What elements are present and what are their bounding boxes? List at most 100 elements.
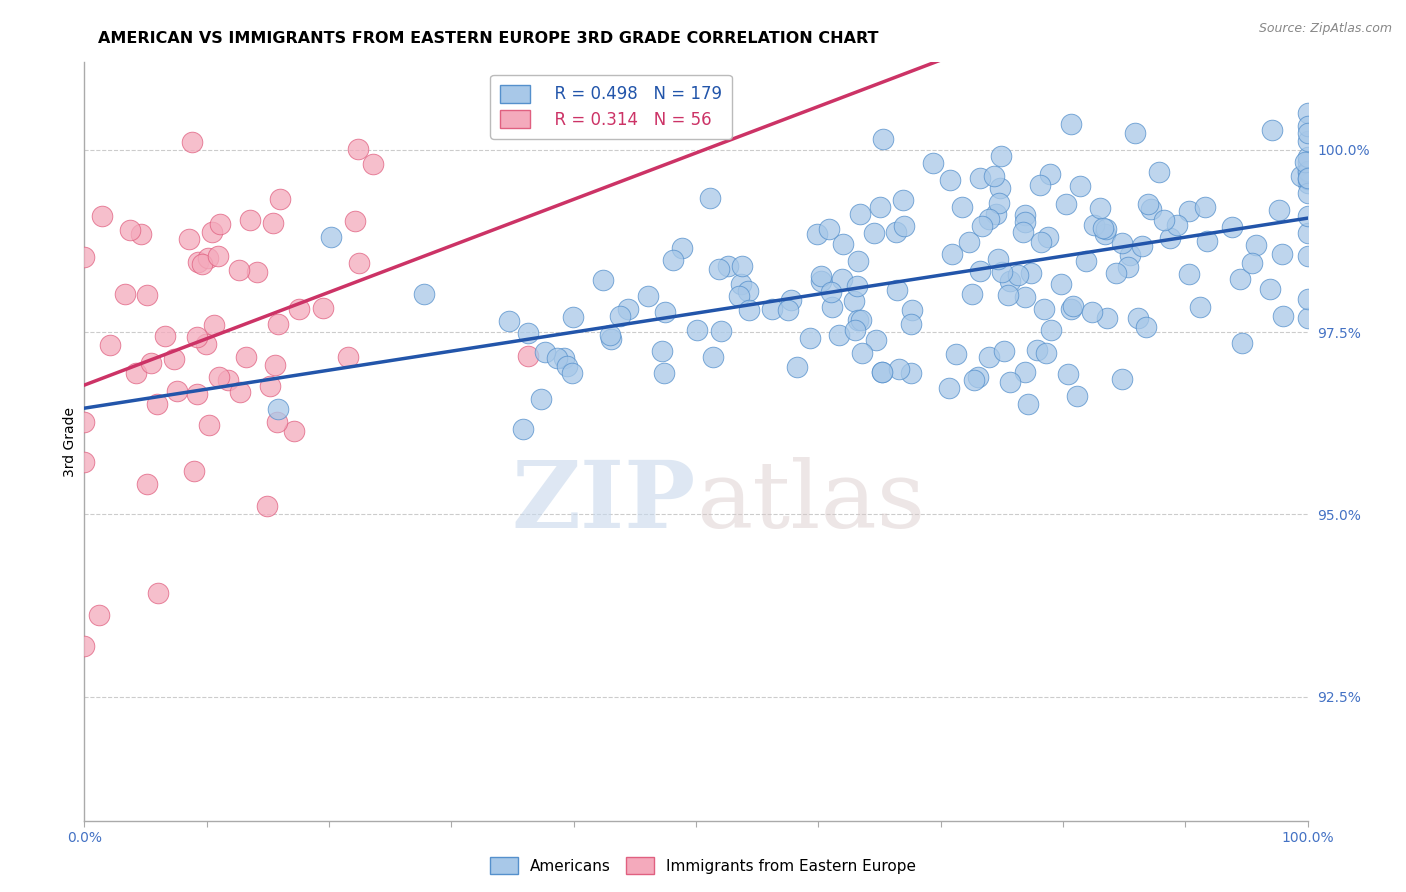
Point bbox=[661, 253, 683, 268]
Point bbox=[262, 216, 284, 230]
Point bbox=[1296, 119, 1319, 133]
Point bbox=[967, 370, 990, 384]
Legend: Americans, Immigrants from Eastern Europe: Americans, Immigrants from Eastern Europ… bbox=[484, 851, 922, 880]
Point bbox=[617, 301, 640, 316]
Point bbox=[731, 259, 754, 273]
Point bbox=[592, 273, 614, 287]
Point bbox=[1130, 238, 1153, 252]
Point bbox=[239, 213, 262, 227]
Point bbox=[129, 227, 152, 241]
Point bbox=[984, 207, 1007, 221]
Point bbox=[534, 344, 557, 359]
Point bbox=[546, 351, 568, 365]
Point bbox=[153, 328, 176, 343]
Point bbox=[776, 303, 799, 318]
Point bbox=[950, 200, 973, 214]
Point bbox=[114, 286, 136, 301]
Point bbox=[851, 346, 873, 360]
Point bbox=[516, 326, 538, 340]
Point bbox=[1188, 300, 1211, 314]
Point bbox=[312, 301, 335, 315]
Point bbox=[195, 336, 218, 351]
Point bbox=[1039, 167, 1062, 181]
Point bbox=[187, 255, 209, 269]
Point bbox=[1119, 247, 1142, 261]
Point bbox=[870, 365, 893, 379]
Point bbox=[1011, 225, 1033, 239]
Point bbox=[530, 392, 553, 406]
Point bbox=[845, 279, 868, 293]
Point bbox=[969, 171, 991, 186]
Point bbox=[73, 639, 96, 653]
Point bbox=[1062, 299, 1084, 313]
Point bbox=[264, 358, 287, 372]
Point bbox=[346, 142, 368, 156]
Point bbox=[1019, 266, 1042, 280]
Point bbox=[283, 424, 305, 438]
Point bbox=[1296, 155, 1319, 169]
Point bbox=[1060, 117, 1083, 131]
Point bbox=[321, 230, 343, 244]
Point bbox=[1296, 311, 1319, 326]
Point bbox=[820, 285, 842, 299]
Point bbox=[517, 349, 540, 363]
Point bbox=[1296, 165, 1319, 179]
Point bbox=[702, 350, 724, 364]
Point bbox=[1017, 397, 1039, 411]
Point bbox=[831, 236, 853, 251]
Point bbox=[1294, 154, 1316, 169]
Point bbox=[799, 331, 821, 345]
Point bbox=[1296, 134, 1319, 148]
Point bbox=[1153, 212, 1175, 227]
Point bbox=[821, 300, 844, 314]
Point bbox=[1197, 234, 1219, 248]
Point bbox=[884, 225, 907, 239]
Point bbox=[686, 323, 709, 337]
Point bbox=[207, 249, 229, 263]
Point bbox=[831, 272, 853, 286]
Point bbox=[699, 191, 721, 205]
Point bbox=[1272, 309, 1295, 323]
Point bbox=[671, 242, 693, 256]
Point bbox=[1066, 389, 1088, 403]
Point bbox=[652, 367, 675, 381]
Point bbox=[1126, 311, 1149, 326]
Point bbox=[1296, 171, 1319, 186]
Point bbox=[1147, 165, 1170, 179]
Point bbox=[1135, 319, 1157, 334]
Point bbox=[960, 287, 983, 301]
Point bbox=[208, 217, 231, 231]
Point bbox=[91, 209, 114, 223]
Point bbox=[560, 367, 582, 381]
Point bbox=[1081, 305, 1104, 319]
Point bbox=[148, 586, 170, 600]
Point bbox=[1296, 106, 1319, 120]
Point bbox=[256, 499, 278, 513]
Point bbox=[1258, 283, 1281, 297]
Point bbox=[235, 351, 257, 365]
Point bbox=[869, 200, 891, 214]
Point bbox=[1296, 163, 1319, 178]
Point bbox=[900, 302, 922, 317]
Point bbox=[1000, 375, 1022, 389]
Point bbox=[997, 287, 1019, 301]
Point bbox=[993, 344, 1015, 359]
Point bbox=[1159, 231, 1181, 245]
Point bbox=[1229, 272, 1251, 286]
Point bbox=[1054, 196, 1077, 211]
Point bbox=[806, 227, 828, 241]
Point bbox=[761, 301, 783, 316]
Point bbox=[1220, 220, 1243, 235]
Point bbox=[886, 283, 908, 297]
Point bbox=[201, 225, 224, 239]
Point bbox=[900, 366, 922, 380]
Point bbox=[990, 264, 1012, 278]
Point bbox=[498, 314, 520, 328]
Point bbox=[1296, 171, 1319, 186]
Legend:   R = 0.498   N = 179,   R = 0.314   N = 56: R = 0.498 N = 179, R = 0.314 N = 56 bbox=[491, 75, 731, 138]
Point bbox=[228, 384, 250, 399]
Point bbox=[651, 343, 673, 358]
Point bbox=[1074, 254, 1097, 268]
Point bbox=[1289, 169, 1312, 184]
Point bbox=[1057, 367, 1080, 381]
